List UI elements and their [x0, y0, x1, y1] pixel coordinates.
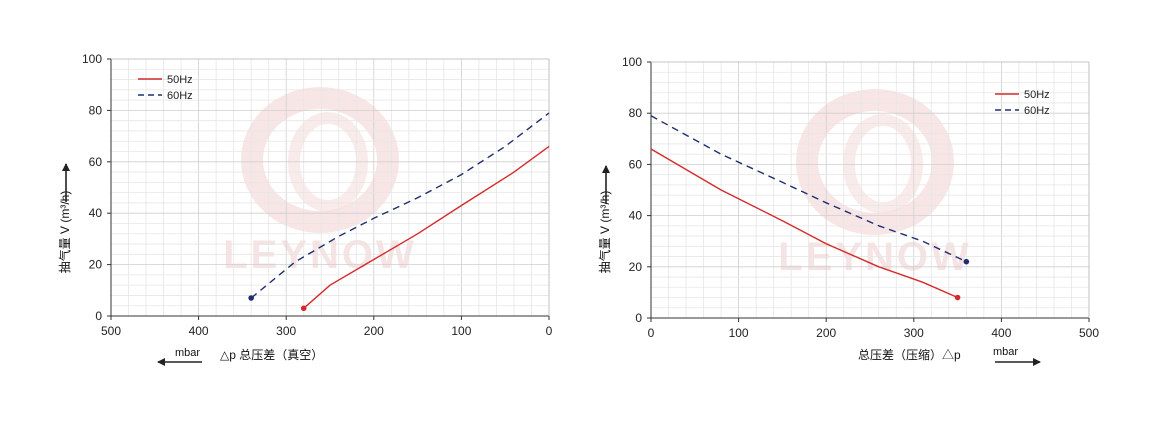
x-tick-labels: 500 400 300 200 100 0: [101, 316, 553, 338]
x-tick-label: 0: [648, 326, 655, 340]
y-tick-label: 20: [629, 260, 643, 274]
x-tick-label: 300: [904, 326, 924, 340]
x-tick-label: 200: [364, 324, 384, 338]
series-end-marker: [248, 295, 254, 301]
legend-label: 60Hz: [167, 90, 193, 102]
x-unit-label: mbar: [175, 347, 200, 359]
x-tick-label: 500: [101, 324, 121, 338]
x-tick-label: 100: [451, 324, 471, 338]
x-tick-label: 300: [276, 324, 296, 338]
y-tick-label: 100: [82, 52, 102, 66]
x-tick-label: 100: [729, 326, 749, 340]
watermark-text: LEYNOW: [778, 235, 972, 279]
legend-label: 50Hz: [1024, 89, 1050, 101]
pressure-chart: LEYNOW 0 100 200 300 400 500 0 20 40 60 80 100 50H…: [597, 55, 1099, 362]
x-tick-label: 400: [991, 326, 1011, 340]
series-end-marker: [964, 259, 970, 265]
y-tick-label: 40: [89, 206, 103, 220]
vacuum-chart: LEYNOW 500 400 300 200 100 0 0 20 40 60 80 100 50H…: [57, 52, 553, 362]
y-tick-label: 100: [622, 55, 642, 69]
y-tick-label: 80: [629, 106, 643, 120]
y-axis-label: 抽气量 V (m³/h): [57, 191, 72, 274]
y-tick-label: 0: [635, 311, 642, 325]
legend-label: 50Hz: [167, 74, 193, 86]
x-tick-label: 400: [189, 324, 209, 338]
x-axis-label: △p 总压差（真空）: [220, 348, 323, 362]
x-tick-label: 500: [1079, 326, 1099, 340]
y-tick-label: 60: [629, 157, 643, 171]
x-tick-labels: 0 100 200 300 400 500: [648, 318, 1100, 340]
watermark-logo: LEYNOW: [223, 98, 417, 277]
y-tick-label: 80: [89, 103, 103, 117]
y-tick-label: 60: [89, 155, 103, 169]
y-tick-labels: 0 20 40 60 80 100: [82, 52, 111, 323]
y-axis-label: 抽气量 V (m³/h): [597, 191, 612, 274]
x-unit-label: mbar: [993, 346, 1018, 358]
y-tick-labels: 0 20 40 60 80 100: [622, 55, 651, 325]
x-axis-label: 总压差（压缩）△p: [858, 347, 961, 362]
watermark-logo: LEYNOW: [778, 100, 972, 279]
series-end-marker: [301, 305, 307, 311]
watermark-text: LEYNOW: [223, 233, 417, 277]
y-tick-label: 0: [95, 309, 102, 323]
legend-label: 60Hz: [1024, 105, 1050, 117]
x-tick-label: 200: [816, 326, 836, 340]
y-tick-label: 40: [629, 209, 643, 223]
series-end-marker: [955, 295, 961, 301]
x-tick-label: 0: [546, 324, 553, 338]
y-tick-label: 20: [89, 258, 103, 272]
